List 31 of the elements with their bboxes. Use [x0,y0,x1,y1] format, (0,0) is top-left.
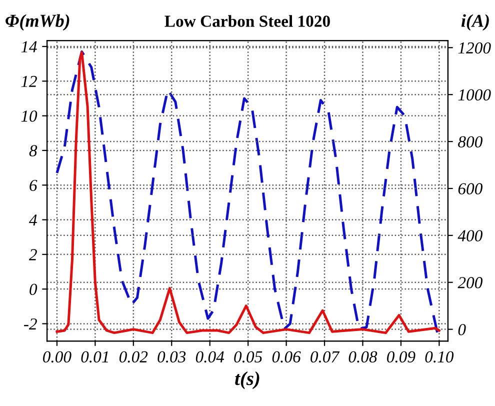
y2-tick-label: 0 [458,324,466,336]
y2-tick-label: 200 [458,277,482,288]
x-tick-label: 0.03 [158,351,186,363]
chart-title: Low Carbon Steel 1020 [164,15,330,27]
y-tick-label: 12 [21,76,37,87]
y-tick-label: 10 [21,110,38,122]
x-axis-title: t(s) [235,371,260,390]
y-tick-label: 14 [21,41,37,52]
y2-tick-label: 1200 [458,42,491,54]
x-tick-label: 0.07 [310,351,340,363]
y2-tick-label: 600 [458,183,482,194]
x-tick-label: 0.09 [387,351,416,363]
x-tick-label: 0.04 [196,351,224,363]
x-tick-label: 0.01 [81,351,108,363]
y2-tick-label: 400 [458,230,482,242]
y-axis-title: Φ(mWb) [6,14,70,31]
y-tick-label: -2 [24,318,37,330]
x-tick-label: 0.05 [234,351,262,363]
x-tick-label: 0.08 [348,351,378,363]
y-tick-label: 2 [28,249,37,260]
y2-axis-title: i(A) [461,14,489,31]
y2-tick-label: 1000 [458,89,491,101]
x-tick-label: 0.10 [425,351,454,363]
x-tick-label: 0.06 [272,351,301,363]
y-tick-label: 8 [29,145,38,156]
x-tick-label: 0.02 [119,351,148,363]
y-tick-label: 0 [30,284,38,296]
y2-tick-label: 800 [458,136,482,148]
y-tick-label: 4 [29,214,37,226]
y-tick-label: 6 [30,180,38,192]
x-tick-label: 0.00 [43,351,72,363]
